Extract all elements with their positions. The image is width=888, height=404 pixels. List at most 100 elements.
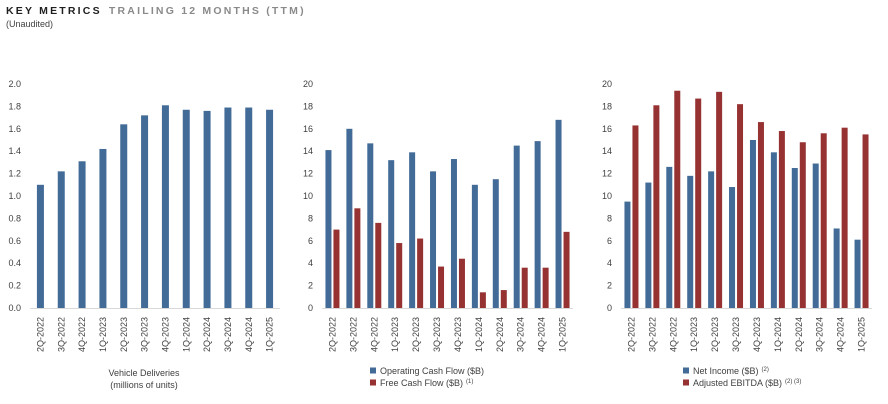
report-header: KEY METRICS TRAILING 12 MONTHS (TTM) (Un… xyxy=(6,5,306,29)
y-tick-label: 1.6 xyxy=(8,124,21,134)
bar-primary xyxy=(57,171,65,308)
y-tick-label: 14 xyxy=(303,146,313,156)
bar-primary xyxy=(666,166,673,308)
bar-primary xyxy=(770,152,777,308)
x-tick-label: 3Q-2022 xyxy=(348,317,358,352)
bar-secondary xyxy=(333,229,340,308)
y-tick-label: 6 xyxy=(308,236,313,246)
y-tick-label: 16 xyxy=(303,124,313,134)
y-tick-label: 0 xyxy=(607,303,612,313)
y-tick-label: 0.2 xyxy=(8,281,21,291)
bar-secondary xyxy=(653,105,660,308)
bar-primary xyxy=(708,171,715,308)
legend-label: Free Cash Flow ($B) (1) xyxy=(380,378,473,388)
y-tick-label: 16 xyxy=(602,124,612,134)
bar-primary xyxy=(388,160,395,308)
bar-secondary xyxy=(862,134,869,308)
x-tick-label: 2Q-2023 xyxy=(710,317,720,352)
y-tick-label: 1.4 xyxy=(8,146,21,156)
bar-secondary xyxy=(396,243,403,308)
bar-primary xyxy=(729,187,736,308)
x-tick-label: 1Q-2023 xyxy=(98,317,108,352)
y-tick-label: 18 xyxy=(303,101,313,111)
bar-secondary xyxy=(674,90,681,308)
bar-secondary xyxy=(542,267,549,308)
legend-footnote: (2) (3) xyxy=(785,379,801,385)
x-tick-label: 4Q-2022 xyxy=(369,317,379,352)
bar-secondary xyxy=(438,266,445,308)
bar-secondary xyxy=(632,125,639,308)
x-tick-label: 4Q-2023 xyxy=(453,317,463,352)
x-tick-label: 3Q-2022 xyxy=(647,317,657,352)
y-tick-label: 12 xyxy=(602,169,612,179)
bar-primary xyxy=(141,115,149,308)
bar-primary xyxy=(203,110,211,308)
legend-label: Operating Cash Flow ($B) xyxy=(380,366,484,376)
y-tick-label: 10 xyxy=(602,191,612,201)
x-tick-label: 1Q-2023 xyxy=(390,317,400,352)
x-tick-label: 3Q-2022 xyxy=(56,317,66,352)
y-tick-label: 0.6 xyxy=(8,236,21,246)
bar-secondary xyxy=(799,142,806,308)
bar-primary xyxy=(492,179,499,308)
bar-primary xyxy=(450,159,457,308)
y-tick-label: 2.0 xyxy=(8,79,21,89)
bar-primary xyxy=(513,145,520,308)
x-tick-label: 1Q-2025 xyxy=(558,317,568,352)
bar-primary xyxy=(99,148,107,308)
bar-secondary xyxy=(354,208,361,308)
bar-primary xyxy=(325,150,332,308)
x-tick-label: 3Q-2024 xyxy=(815,317,825,352)
y-tick-label: 2 xyxy=(607,281,612,291)
y-tick-label: 4 xyxy=(308,258,313,268)
y-tick-label: 1.0 xyxy=(8,191,21,201)
page-title-suffix: TRAILING 12 MONTHS (TTM) xyxy=(108,5,306,17)
bar-secondary xyxy=(458,258,465,308)
x-tick-label: 1Q-2024 xyxy=(181,317,191,352)
bar-primary xyxy=(791,168,798,308)
y-tick-label: 8 xyxy=(607,213,612,223)
bar-primary xyxy=(266,109,274,308)
bar-primary xyxy=(624,201,631,308)
bar-secondary xyxy=(695,98,702,308)
bar-secondary xyxy=(479,292,486,308)
x-tick-label: 1Q-2024 xyxy=(773,317,783,352)
chart-caption: (millions of units) xyxy=(110,380,178,390)
legend-label: Adjusted EBITDA ($B) (2) (3) xyxy=(693,378,801,388)
x-tick-label: 4Q-2023 xyxy=(752,317,762,352)
legend-text: Free Cash Flow ($B) xyxy=(380,378,463,388)
x-tick-label: 1Q-2025 xyxy=(857,317,867,352)
y-tick-label: 20 xyxy=(303,79,313,89)
bar-secondary xyxy=(521,267,528,308)
x-tick-label: 4Q-2022 xyxy=(668,317,678,352)
legend-swatch xyxy=(683,379,689,386)
x-tick-label: 2Q-2022 xyxy=(626,317,636,352)
y-tick-label: 2 xyxy=(308,281,313,291)
legend-label: Net Income ($B) (2) xyxy=(693,366,769,376)
x-tick-label: 4Q-2024 xyxy=(244,317,254,352)
bar-primary xyxy=(120,124,128,308)
x-tick-label: 1Q-2023 xyxy=(689,317,699,352)
page-subtitle: (Unaudited) xyxy=(6,19,54,29)
x-tick-label: 2Q-2024 xyxy=(495,317,505,352)
y-tick-label: 0.4 xyxy=(8,258,21,268)
y-tick-label: 18 xyxy=(602,101,612,111)
bar-primary xyxy=(36,184,44,308)
legend-swatch xyxy=(370,367,376,374)
y-tick-label: 4 xyxy=(607,258,612,268)
legend-swatch xyxy=(683,367,689,374)
y-tick-label: 12 xyxy=(303,169,313,179)
x-tick-label: 4Q-2024 xyxy=(836,317,846,352)
x-tick-label: 4Q-2024 xyxy=(537,317,547,352)
bar-primary xyxy=(224,107,232,309)
bar-primary xyxy=(687,175,694,308)
x-tick-label: 2Q-2022 xyxy=(327,317,337,352)
bar-primary xyxy=(182,109,190,308)
legend-text: Adjusted EBITDA ($B) xyxy=(693,378,782,388)
bar-primary xyxy=(749,140,756,308)
x-tick-label: 2Q-2024 xyxy=(794,317,804,352)
y-tick-label: 0.0 xyxy=(8,303,21,313)
bar-primary xyxy=(854,239,861,308)
x-tick-label: 2Q-2023 xyxy=(411,317,421,352)
